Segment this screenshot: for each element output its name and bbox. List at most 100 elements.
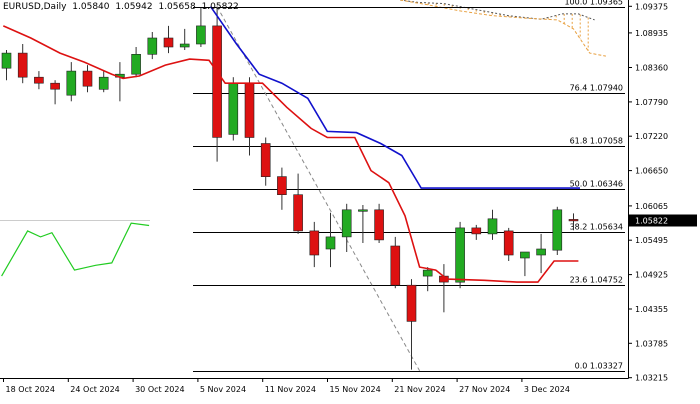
fib-level-label: 38.2 1.05634: [570, 223, 623, 232]
time-tick-label: 18 Oct 2024: [6, 385, 55, 394]
time-tick-label: 27 Nov 2024: [459, 385, 510, 394]
bear-candle-body: [260, 143, 271, 178]
candle: [17, 44, 28, 84]
candle: [358, 205, 368, 243]
candle: [179, 28, 190, 50]
time-tick-label: 3 Dec 2024: [524, 385, 570, 394]
time-tick-label: 30 Oct 2024: [135, 385, 184, 394]
fib-level-label: 100.0 1.09365: [564, 0, 623, 7]
kumo-top-line: [400, 0, 595, 21]
bear-candle-body: [34, 76, 44, 84]
price-tick-label: 1.08935: [635, 29, 668, 38]
candle: [293, 173, 303, 234]
candle: [163, 25, 174, 54]
bear-candle-body: [244, 82, 255, 138]
bull-candle-body: [98, 76, 109, 90]
bull-candle-body: [196, 25, 206, 45]
fib-level-label: 0.0 1.03327: [575, 362, 623, 371]
blue-moving-average: [209, 6, 580, 189]
current-price-label: 1.05822: [635, 217, 668, 226]
fib-level-label: 50.0 1.06346: [570, 180, 623, 189]
time-tick-label: 15 Nov 2024: [330, 385, 381, 394]
candle: [341, 203, 352, 252]
bear-candle-body: [277, 176, 287, 196]
red-moving-average: [2, 25, 579, 283]
price-tick-label: 1.06065: [635, 202, 668, 211]
bull-candle-body: [131, 53, 141, 75]
bull-candle-body: [228, 82, 239, 135]
bull-candle-body: [520, 251, 530, 259]
time-tick-label: 24 Oct 2024: [70, 385, 119, 394]
candle: [1, 50, 12, 81]
bull-candle-body: [66, 70, 77, 96]
bear-candle-body: [293, 194, 303, 232]
candle: [487, 209, 498, 240]
candle: [520, 251, 530, 277]
bull-candle-body: [536, 248, 546, 256]
candle: [455, 221, 465, 289]
symbol-label: EURUSD,Daily: [3, 2, 67, 12]
candle: [260, 137, 271, 186]
candle: [374, 203, 384, 243]
price-tick-label: 1.06650: [635, 167, 668, 176]
candle: [568, 213, 579, 231]
candle: [390, 236, 401, 289]
candle: [536, 233, 546, 274]
symbol-header: EURUSD,Daily 1.05840 1.05942 1.05658 1.0…: [3, 2, 242, 12]
price-tick-label: 1.05495: [635, 236, 668, 245]
candle: [147, 32, 158, 60]
time-tick-label: 11 Nov 2024: [265, 385, 316, 394]
candle: [66, 62, 77, 102]
time-tick-label: 5 Nov 2024: [200, 385, 246, 394]
bear-candle-body: [568, 219, 579, 222]
bull-candle-body: [1, 52, 12, 69]
bull-candle-body: [487, 218, 498, 235]
bull-candle-body: [358, 209, 368, 212]
close-value: 1.05822: [201, 2, 239, 12]
bear-candle-body: [212, 25, 222, 138]
candle: [34, 71, 44, 90]
price-tick-label: 1.08360: [635, 64, 668, 73]
bear-candle-body: [374, 209, 384, 241]
bear-candle-body: [503, 230, 514, 256]
fib-level-label: 61.8 1.07058: [570, 137, 623, 146]
candle: [406, 279, 417, 370]
current-price-tag-bg: [629, 214, 697, 227]
bull-candle-body: [179, 43, 190, 48]
time-axis: 18 Oct 2024 24 Oct 2024 30 Oct 2024 5 Nov 2…: [3, 378, 570, 394]
candles: [1, 6, 579, 370]
bull-candle-body: [422, 269, 433, 277]
open-value: 1.05840: [72, 2, 110, 12]
bull-candle-body: [325, 236, 336, 250]
candle: [50, 80, 60, 105]
candle: [212, 6, 222, 162]
bull-candle-body: [147, 37, 158, 55]
bear-candle-body: [50, 82, 60, 90]
price-axis: 1.09375 1.08935 1.08360 1.07790 1.07220 1.066…: [628, 2, 668, 383]
candle: [325, 212, 336, 268]
time-tick-label: 21 Nov 2024: [394, 385, 445, 394]
bear-candle-body: [17, 52, 28, 78]
candle: [503, 227, 514, 261]
candle: [309, 221, 320, 268]
bull-candle-body: [341, 209, 352, 238]
bear-candle-body: [82, 70, 93, 87]
candle: [82, 65, 93, 93]
green-indicator-line: [1, 222, 150, 277]
kumo-bottom-line: [400, 0, 606, 57]
low-value: 1.05658: [158, 2, 196, 12]
candle: [422, 267, 433, 292]
bear-candle-body: [309, 230, 320, 256]
price-tick-label: 1.03215: [635, 374, 668, 383]
candle: [471, 224, 482, 240]
price-tick-label: 1.04925: [635, 271, 668, 280]
candle: [131, 47, 141, 78]
fib-level-label: 23.6 1.04752: [570, 276, 623, 285]
bull-candle-body: [455, 227, 465, 283]
price-tick-label: 1.09375: [635, 2, 668, 11]
bear-candle-body: [163, 37, 174, 48]
candle: [228, 77, 239, 141]
candle: [98, 71, 109, 93]
